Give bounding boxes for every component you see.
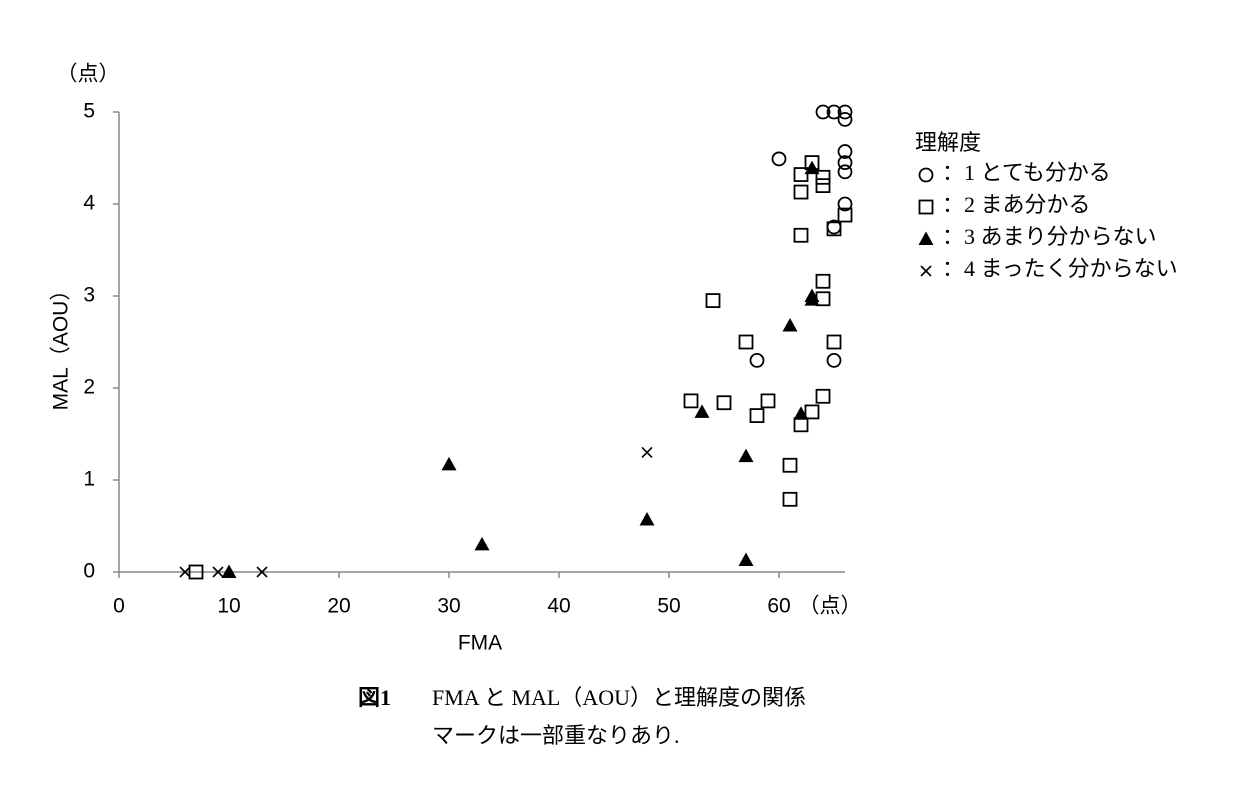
legend-marker <box>918 231 934 245</box>
x-tick-label: 60 <box>767 595 790 618</box>
point <box>804 160 820 175</box>
point <box>771 151 787 167</box>
point <box>716 395 732 411</box>
point <box>179 566 191 578</box>
point <box>694 404 710 418</box>
x-unit: （点） <box>799 595 862 618</box>
caption-note: マークは一部重なりあり. <box>432 723 680 748</box>
point <box>441 456 457 471</box>
x-axis-label: FMA <box>458 632 502 655</box>
point <box>826 352 842 368</box>
point <box>826 104 842 120</box>
point <box>826 334 842 350</box>
legend-label: ：3 あまり分からない <box>942 224 1157 249</box>
point <box>826 221 842 237</box>
point <box>738 334 754 350</box>
point <box>749 352 765 368</box>
y-tick-label: 4 <box>83 192 95 215</box>
y-tick-label: 1 <box>83 468 95 491</box>
point <box>837 144 853 159</box>
point <box>749 408 765 424</box>
point <box>837 155 853 171</box>
y-tick-label: 2 <box>83 376 95 399</box>
legend-label: ：1 とても分かる <box>942 160 1111 185</box>
point <box>837 111 853 127</box>
point <box>212 566 224 578</box>
point <box>793 417 809 433</box>
point <box>793 227 809 243</box>
point <box>782 491 798 507</box>
y-tick-label: 3 <box>83 284 95 307</box>
point <box>256 566 268 578</box>
point <box>815 388 831 404</box>
point <box>793 184 809 200</box>
point <box>793 167 809 182</box>
y-tick-label: 5 <box>83 100 95 123</box>
point <box>804 292 820 306</box>
point <box>683 393 699 409</box>
legend-label: ：2 まあ分かる <box>942 192 1091 217</box>
point <box>760 393 776 409</box>
point <box>815 291 831 307</box>
point <box>474 536 490 551</box>
x-tick-label: 10 <box>217 595 240 618</box>
legend-marker <box>918 199 934 215</box>
legend-marker <box>918 167 934 183</box>
y-unit: （点） <box>57 63 120 86</box>
point <box>738 448 754 463</box>
point <box>221 564 237 578</box>
x-tick-label: 30 <box>437 595 460 618</box>
y-axis-label: MAL（AOU） <box>50 280 73 411</box>
caption-text: FMA と MAL（AOU）と理解度の関係 <box>432 685 806 710</box>
point <box>639 512 655 526</box>
point <box>837 196 853 212</box>
legend-label: ：4 まったく分からない <box>942 256 1178 281</box>
point <box>815 169 831 185</box>
point <box>705 293 721 309</box>
legend-title: 理解度 <box>915 130 981 155</box>
x-tick-label: 0 <box>113 595 125 618</box>
point <box>815 273 831 289</box>
point <box>804 404 820 420</box>
point <box>837 164 853 180</box>
x-tick-label: 50 <box>657 595 680 618</box>
point <box>837 104 853 120</box>
point <box>188 564 204 580</box>
point <box>641 446 653 458</box>
point <box>738 552 754 567</box>
point <box>793 406 809 420</box>
x-tick-label: 20 <box>327 595 350 618</box>
x-tick-label: 40 <box>547 595 570 618</box>
legend-marker <box>920 265 932 277</box>
caption-label: 図1 <box>358 685 391 710</box>
point <box>837 207 853 223</box>
point <box>782 317 798 332</box>
point <box>815 104 831 120</box>
point <box>815 178 831 194</box>
point <box>782 457 798 473</box>
y-tick-label: 0 <box>83 560 95 583</box>
